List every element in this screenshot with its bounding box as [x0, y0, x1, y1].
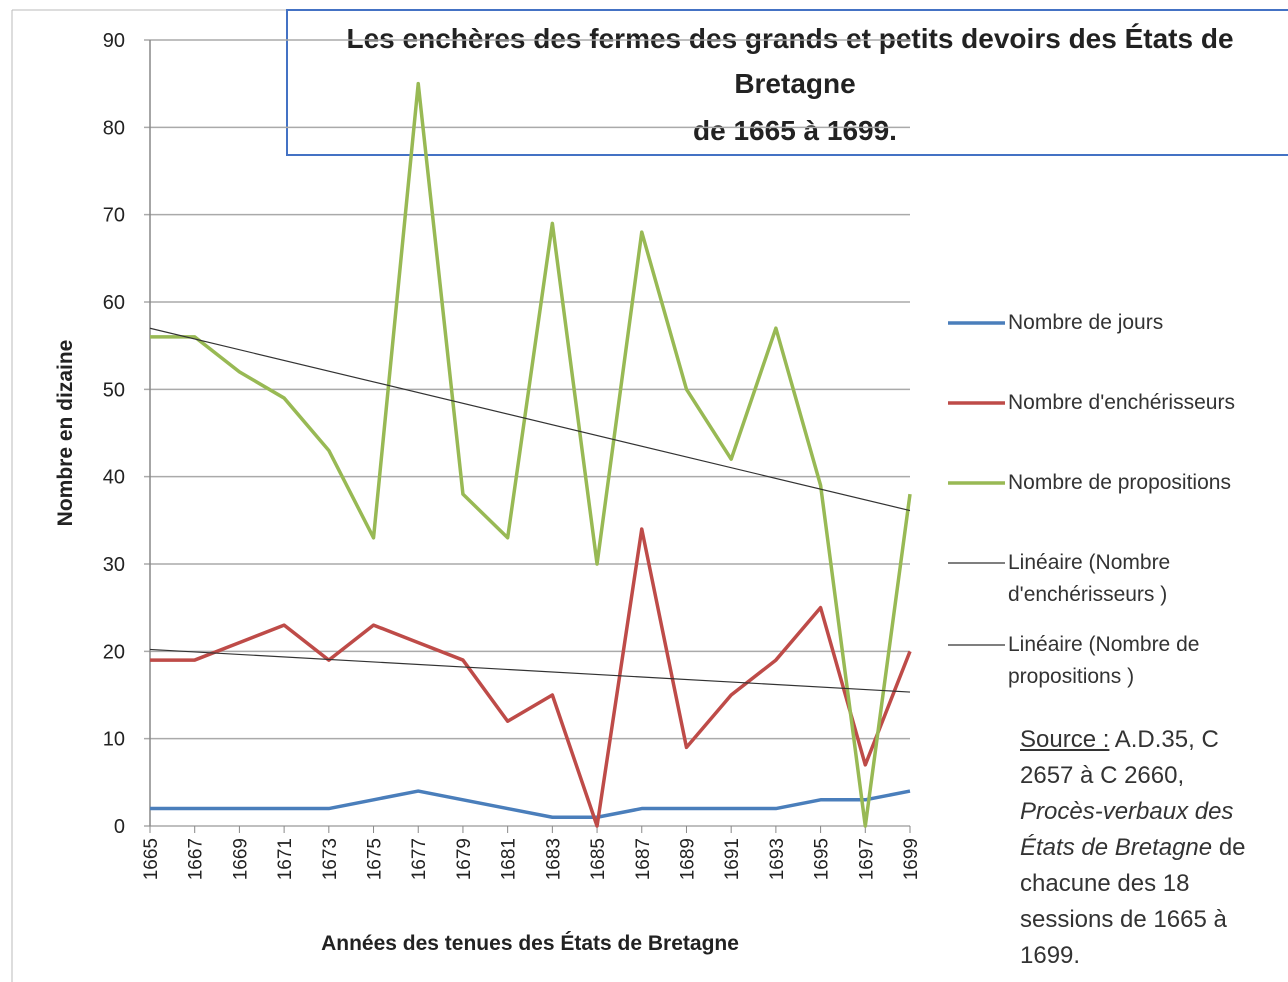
- source-italic: Procès-verbaux des États de Bretagne: [1020, 798, 1234, 861]
- legend-entry: Linéaire (Nombre d'enchérisseurs ): [1008, 551, 1171, 606]
- y-tick-label: 10: [103, 729, 125, 751]
- x-tick-label: 1697: [856, 838, 877, 880]
- y-tick-label: 80: [103, 117, 125, 139]
- y-tick-label: 60: [103, 292, 125, 314]
- x-tick-label: 1673: [320, 838, 341, 880]
- x-axis-label: Années des tenues des États de Bretagne: [321, 932, 739, 955]
- chart-title: Les enchères des fermes des grands et pe…: [346, 23, 1233, 54]
- source-text: A.D.35, C 2657 à C 2660,: [1020, 726, 1219, 789]
- trendline: [149, 327, 911, 512]
- x-tick-label: 1687: [633, 838, 654, 880]
- x-tick-label: 1699: [901, 838, 922, 880]
- title-box: [286, 9, 1288, 156]
- x-tick-label: 1685: [588, 838, 609, 880]
- chart-title: Bretagne: [734, 68, 855, 99]
- x-tick-label: 1671: [275, 838, 296, 880]
- legend-entry: Linéaire (Nombre de propositions ): [1008, 633, 1200, 688]
- y-axis-label: Nombre en dizaine: [54, 340, 77, 527]
- x-tick-label: 1691: [722, 838, 743, 880]
- y-tick-label: 20: [103, 641, 125, 663]
- series-line: [150, 789, 911, 820]
- x-tick-label: 1681: [499, 838, 520, 880]
- x-tick-label: 1683: [543, 838, 564, 880]
- y-tick-label: 50: [103, 379, 125, 401]
- x-tick-label: 1675: [365, 838, 386, 880]
- series-line: [150, 81, 912, 828]
- y-tick-label: 70: [103, 205, 125, 227]
- source-rest: de chacune des 18 sessions de 1665 à 169…: [1020, 834, 1246, 969]
- y-tick-label: 90: [103, 30, 125, 52]
- chart-title: de 1665 à 1699.: [693, 115, 897, 146]
- series-line: [150, 527, 912, 828]
- x-tick-label: 1667: [186, 838, 207, 880]
- x-tick-label: 1689: [677, 838, 698, 880]
- y-tick-label: 0: [114, 816, 125, 838]
- legend-entry: Nombre d'enchérisseurs: [1008, 391, 1235, 414]
- x-tick-label: 1693: [767, 838, 788, 880]
- source-label: Source :: [1020, 726, 1110, 753]
- source-note: Source : A.D.35, C 2657 à C 2660, Procès…: [1020, 722, 1270, 974]
- x-tick-label: 1677: [409, 838, 430, 880]
- y-tick-label: 40: [103, 467, 125, 489]
- x-tick-label: 1669: [230, 838, 251, 880]
- x-tick-label: 1665: [141, 838, 162, 880]
- trendline: [149, 648, 911, 693]
- legend-entry: Nombre de jours: [1008, 311, 1164, 334]
- legend-entry: Nombre de propositions: [1008, 471, 1231, 494]
- y-tick-label: 30: [103, 554, 125, 576]
- x-tick-label: 1679: [454, 838, 475, 880]
- x-tick-label: 1695: [812, 838, 833, 880]
